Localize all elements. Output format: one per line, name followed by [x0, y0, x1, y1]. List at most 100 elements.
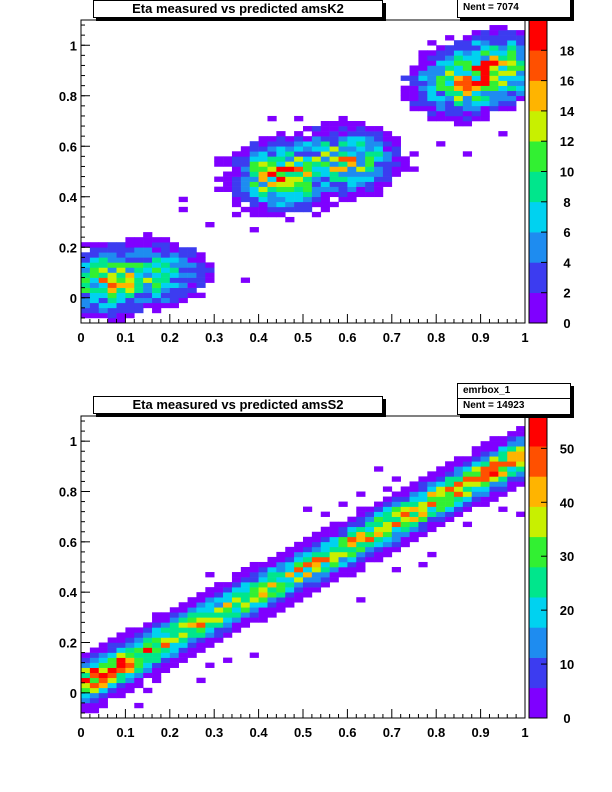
heatmap-cell	[445, 496, 455, 502]
heatmap-cell	[453, 491, 464, 497]
heatmap-cell	[178, 612, 188, 618]
heatmap-cell	[347, 171, 357, 177]
heatmap-cell	[427, 471, 437, 477]
heatmap-cell	[418, 491, 428, 497]
heatmap-cell	[223, 632, 233, 638]
heatmap-cell	[507, 431, 517, 437]
heatmap-cell	[329, 141, 339, 147]
heatmap-cell	[81, 252, 91, 258]
color-bar-segment	[529, 567, 547, 598]
heatmap-cell	[338, 526, 348, 533]
heatmap-cell	[338, 156, 348, 162]
heatmap-cell	[356, 191, 366, 198]
heatmap-cell	[258, 166, 268, 172]
heatmap-cell	[81, 307, 91, 314]
heatmap-cell	[116, 252, 126, 258]
heatmap-cell	[471, 35, 481, 41]
heatmap-cell	[196, 612, 206, 618]
heatmap-cell	[453, 115, 464, 122]
heatmap-cell	[338, 546, 348, 553]
heatmap-cell	[507, 60, 517, 66]
heatmap-cell	[471, 90, 481, 97]
heatmap-cell	[249, 582, 259, 588]
heatmap-cell	[294, 597, 304, 603]
heatmap-cell	[107, 247, 117, 253]
heatmap-cell	[196, 602, 206, 608]
chart-2-title: Eta measured vs predicted amsS2	[93, 396, 383, 414]
heatmap-cell	[480, 481, 490, 487]
heatmap-cell	[303, 201, 313, 208]
heatmap-cell	[276, 186, 286, 192]
heatmap-cell	[329, 561, 339, 568]
heatmap-cell	[374, 516, 384, 522]
heatmap-cell	[98, 642, 108, 648]
heatmap-cell	[249, 602, 259, 608]
heatmap-cell	[231, 622, 242, 628]
heatmap-cell	[187, 602, 197, 608]
y-tick-label: 0.8	[59, 485, 77, 500]
heatmap-cell	[125, 287, 135, 293]
heatmap-cell	[480, 501, 490, 507]
heatmap-cell	[240, 592, 251, 598]
x-tick-label: 0.9	[472, 330, 490, 345]
heatmap-cell	[187, 642, 197, 648]
heatmap-cell	[391, 161, 401, 167]
heatmap-cell	[516, 471, 526, 477]
heatmap-cell	[178, 622, 188, 628]
heatmap-cell	[81, 667, 91, 673]
heatmap-cell	[152, 297, 162, 304]
heatmap-cell	[427, 75, 437, 81]
heatmap-cell	[223, 171, 233, 177]
heatmap-cell	[436, 75, 446, 81]
heatmap-cell	[294, 556, 304, 563]
color-bar-tick-label: 10	[560, 165, 574, 180]
heatmap-cell	[178, 252, 188, 258]
heatmap-cell	[471, 50, 481, 56]
heatmap-cell	[516, 466, 526, 472]
heatmap-cell	[436, 521, 446, 528]
heatmap-cell	[436, 55, 446, 61]
heatmap-cell	[480, 471, 490, 477]
heatmap-cell	[436, 60, 446, 66]
heatmap-cell	[240, 277, 251, 283]
heatmap-cell	[382, 496, 393, 502]
heatmap-cell	[294, 161, 304, 167]
heatmap-cell	[107, 297, 117, 304]
heatmap-cell	[480, 35, 490, 41]
heatmap-cell	[214, 161, 224, 167]
heatmap-cell	[489, 491, 499, 497]
heatmap-cell	[311, 156, 322, 162]
heatmap-cell	[240, 166, 251, 172]
heatmap-cell	[409, 70, 419, 76]
y-tick-label: 0.4	[59, 190, 78, 205]
heatmap-cell	[374, 526, 384, 533]
heatmap-cell	[356, 171, 366, 177]
heatmap-cell	[223, 582, 233, 588]
heatmap-cell	[400, 85, 410, 91]
heatmap-cell	[445, 35, 455, 41]
heatmap-cell	[507, 100, 517, 107]
heatmap-cell	[436, 50, 446, 56]
heatmap-cell	[143, 627, 153, 633]
heatmap-cell	[152, 267, 162, 273]
heatmap-cell	[276, 191, 286, 198]
heatmap-cell	[258, 196, 268, 203]
heatmap-cell	[516, 446, 526, 452]
heatmap-cell	[258, 592, 268, 598]
heatmap-cell	[89, 707, 100, 714]
heatmap-cell	[436, 100, 446, 107]
heatmap-cell	[134, 272, 144, 278]
heatmap-cell	[453, 486, 464, 492]
heatmap-cell	[160, 297, 171, 304]
heatmap-cell	[338, 161, 348, 167]
heatmap-cell	[294, 541, 304, 548]
heatmap-cell	[116, 662, 126, 668]
heatmap-cell	[471, 40, 481, 46]
heatmap-cell	[116, 637, 126, 643]
heatmap-cell	[400, 526, 410, 533]
heatmap-cell	[81, 662, 91, 668]
heatmap-cell	[311, 171, 322, 177]
heatmap-cell	[374, 171, 384, 177]
heatmap-cell	[516, 436, 526, 442]
